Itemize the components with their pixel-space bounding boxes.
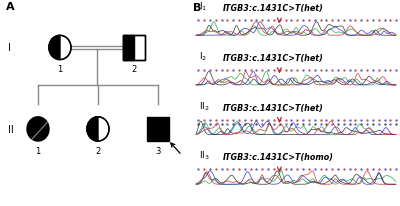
Text: 1: 1: [57, 65, 63, 74]
Circle shape: [27, 117, 49, 141]
Wedge shape: [87, 117, 98, 141]
Bar: [123, 36, 134, 60]
Text: 2: 2: [95, 146, 101, 155]
Text: I$_{1}$: I$_{1}$: [199, 1, 208, 13]
Text: 3: 3: [155, 146, 161, 155]
Bar: [123, 36, 145, 60]
Text: A: A: [6, 2, 15, 12]
Text: ITGB3:c.1431C>T(het): ITGB3:c.1431C>T(het): [223, 5, 324, 13]
Text: ITGB3:c.1431C>T(het): ITGB3:c.1431C>T(het): [223, 103, 324, 112]
Text: 1: 1: [35, 146, 41, 155]
Text: I$_{2}$: I$_{2}$: [199, 50, 208, 63]
Text: I: I: [8, 43, 11, 53]
Text: ITGB3:c.1431C>T(homo): ITGB3:c.1431C>T(homo): [223, 153, 334, 162]
Text: II$_{3}$: II$_{3}$: [199, 149, 210, 162]
Text: II$_{2}$: II$_{2}$: [199, 100, 210, 112]
Text: 2: 2: [131, 65, 137, 74]
Bar: [123, 36, 145, 60]
Text: ITGB3:c.1431C>T(het): ITGB3:c.1431C>T(het): [223, 54, 324, 63]
Circle shape: [49, 36, 71, 60]
Wedge shape: [49, 36, 60, 60]
Text: B: B: [193, 3, 202, 13]
Bar: [147, 117, 169, 141]
Text: II: II: [8, 124, 14, 134]
Circle shape: [87, 117, 109, 141]
